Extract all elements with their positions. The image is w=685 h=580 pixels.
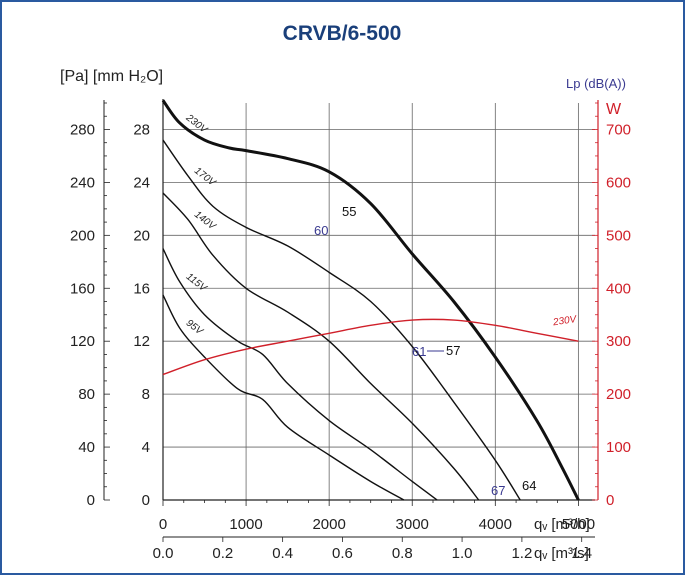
secondary-x-tick-label: 0.8 (392, 545, 413, 562)
power-axis-label: W (606, 101, 622, 118)
mmh2o-tick-label: 0 (142, 492, 150, 509)
mmh2o-tick-label: 16 (133, 280, 150, 297)
pa-tick-label: 80 (78, 386, 95, 403)
secondary-x-tick-label: 1.0 (452, 545, 473, 562)
mmh2o-tick-label: 24 (133, 174, 150, 191)
pa-tick-label: 240 (70, 174, 95, 191)
series-line-pressure-170v (162, 139, 521, 501)
watt-tick-label: 200 (606, 386, 631, 403)
series-line-pressure-115v (162, 248, 438, 501)
x-tick-label: 4000 (479, 516, 512, 533)
watt-tick-label: 700 (606, 121, 631, 138)
pressure-axis-label: [Pa] [mm H₂O] (60, 68, 163, 85)
series-line-power-230v (162, 318, 579, 376)
series-line-pressure-230v (161, 99, 580, 501)
watt-tick-label: 300 (606, 333, 631, 350)
secondary-x-tick-label: 0.6 (332, 545, 353, 562)
series-label-power: 230V (551, 314, 578, 328)
x-tick-label: 5000 (562, 516, 595, 533)
mmh2o-tick-label: 28 (133, 121, 150, 138)
sound-level-label: 61 (412, 344, 426, 359)
mmh2o-tick-label: 8 (142, 386, 150, 403)
x-tick-label: 1000 (229, 516, 262, 533)
secondary-x-tick-label: 0.4 (272, 545, 293, 562)
chart-title: CRVB/6-500 (283, 22, 402, 45)
x-unit-label: qᵥ [m³/h] (534, 516, 590, 533)
watt-tick-label: 600 (606, 174, 631, 191)
sound-level-label: 57 (446, 343, 460, 358)
watt-tick-label: 400 (606, 280, 631, 297)
pa-tick-label: 120 (70, 333, 95, 350)
x-tick-label: 3000 (396, 516, 429, 533)
secondary-x-tick-label: 1.4 (571, 545, 592, 562)
axes (103, 99, 599, 542)
secondary-x-unit-label: qᵥ [m³/s] (534, 545, 589, 562)
tick-labels: 0 1000 2000 3000 4000 50000408012016020024028… (70, 121, 631, 562)
secondary-x-tick-label: 0.2 (212, 545, 233, 562)
sound-level-label: 64 (522, 478, 536, 493)
pa-tick-label: 40 (78, 439, 95, 456)
mmh2o-tick-label: 4 (142, 439, 150, 456)
mmh2o-tick-label: 20 (133, 227, 150, 244)
series-line-pressure-140v (162, 192, 480, 501)
watt-tick-label: 100 (606, 439, 631, 456)
pa-tick-label: 200 (70, 227, 95, 244)
pa-tick-label: 280 (70, 121, 95, 138)
annotations: 60 55 61 57 67 64 (314, 204, 536, 498)
watt-tick-label: 0 (606, 492, 614, 509)
x-tick-label: 0 (159, 516, 167, 533)
secondary-x-tick-label: 0.0 (153, 545, 174, 562)
pa-tick-label: 160 (70, 280, 95, 297)
mmh2o-tick-label: 12 (133, 333, 150, 350)
sound-axis-label: Lp (dB(A)) (566, 76, 626, 91)
secondary-x-tick-label: 1.2 (511, 545, 532, 562)
pa-tick-label: 0 (87, 492, 95, 509)
sound-level-label: 67 (491, 483, 505, 498)
sound-level-label: 60 (314, 223, 328, 238)
watt-tick-label: 500 (606, 227, 631, 244)
x-tick-label: 2000 (312, 516, 345, 533)
series-line-pressure-95v (162, 294, 405, 501)
sound-level-label: 55 (342, 204, 356, 219)
